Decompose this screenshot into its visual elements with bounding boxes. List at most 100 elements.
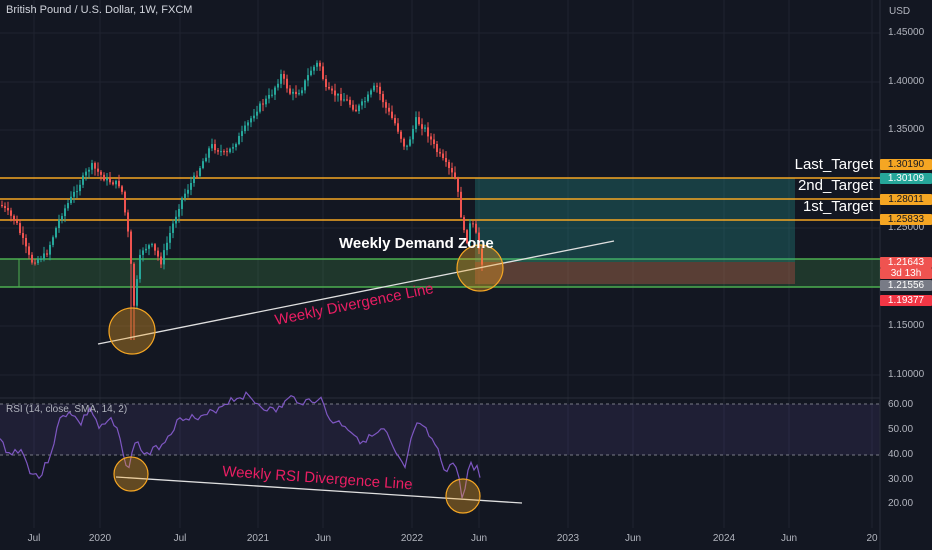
candle-body (430, 136, 432, 140)
candle-body (355, 109, 357, 112)
candle-body (97, 168, 99, 172)
rsi-divergence-line (115, 476, 523, 504)
candle-body (55, 228, 57, 238)
candle-body (286, 78, 288, 89)
candle-body (157, 250, 159, 257)
candle-body (103, 174, 105, 181)
candle-body (124, 191, 126, 213)
candle-body (244, 125, 246, 132)
candle-body (424, 127, 426, 129)
candle-body (247, 122, 249, 126)
candle-body (208, 148, 210, 158)
price-axis-label: 1.35000 (888, 124, 925, 135)
bar-countdown-tag: 3d 13h (880, 268, 932, 279)
candle-body (70, 196, 72, 204)
candle-body (475, 223, 477, 233)
candle-body (316, 62, 318, 67)
second-target-price-tag: 1.30109 (880, 173, 932, 184)
time-axis-label: 2023 (556, 533, 580, 544)
candle-body (58, 219, 60, 229)
candle-body (454, 172, 456, 178)
candle-body (283, 74, 285, 79)
time-axis-label: Jun (780, 533, 798, 544)
orange-circle-marker-icon (108, 307, 156, 355)
candle-body (217, 150, 219, 152)
candle-body (379, 86, 381, 94)
rsi-line (0, 391, 481, 499)
candle-body (181, 197, 183, 209)
candle-body (37, 259, 39, 264)
candle-body (328, 87, 330, 89)
rsi-axis-label: 60.00 (888, 399, 914, 410)
candle-body (43, 253, 45, 259)
candle-body (160, 256, 162, 265)
prev-close-price-tag: 1.21556 (880, 280, 932, 291)
candle-body (214, 144, 216, 151)
rsi-indicator-title[interactable]: RSI (14, close, SMA, 14, 2) (6, 404, 128, 415)
candle-body (169, 232, 171, 243)
candle-body (310, 70, 312, 76)
candle-body (202, 161, 204, 169)
candle-body (463, 217, 465, 231)
candle-body (25, 237, 27, 247)
candle-body (274, 87, 276, 95)
candle-body (10, 210, 12, 216)
candle-body (361, 101, 363, 106)
candle-body (412, 128, 414, 140)
candle-body (154, 244, 156, 251)
candle-body (94, 163, 96, 169)
chart-title: British Pound / U.S. Dollar, 1W, FXCM (6, 4, 193, 16)
candle-body (292, 91, 294, 94)
candle-body (238, 136, 240, 145)
loss-zone (475, 262, 795, 284)
candle-body (451, 167, 453, 173)
time-axis-label: 20 (866, 533, 878, 544)
candle-body (109, 178, 111, 183)
candle-body (346, 99, 348, 101)
candle-body (295, 91, 297, 95)
candle-body (478, 232, 480, 249)
candle-body (481, 248, 483, 265)
candle-body (334, 90, 336, 96)
candle-body (298, 93, 300, 95)
candle-body (49, 244, 51, 255)
candle-body (187, 189, 189, 194)
candle-body (358, 105, 360, 112)
candle-body (4, 206, 6, 208)
candle-body (61, 216, 63, 220)
time-axis-label: Jun (314, 533, 332, 544)
first-target-upper-price-tag: 1.28011 (880, 194, 932, 205)
candle-body (22, 233, 24, 238)
candle-body (142, 250, 144, 255)
candle-body (277, 83, 279, 88)
candle-body (385, 102, 387, 108)
candle-body (250, 118, 252, 123)
candle-body (88, 169, 90, 172)
candle-body (67, 203, 69, 209)
candle-body (127, 212, 129, 232)
candle-body (304, 80, 306, 91)
candle-body (118, 180, 120, 187)
candle-body (268, 94, 270, 99)
candle-body (34, 262, 36, 264)
candle-body (148, 245, 150, 249)
time-axis-label: 2022 (400, 533, 424, 544)
candle-body (133, 263, 135, 306)
candle-body (46, 253, 48, 255)
candle-body (265, 98, 267, 105)
current-price-tag: 1.21643 (880, 257, 932, 268)
time-axis-label: 2024 (712, 533, 736, 544)
demand-zone (0, 259, 880, 287)
candle-body (139, 254, 141, 280)
candle-body (340, 94, 342, 101)
candle-body (415, 117, 417, 129)
candle-body (469, 223, 471, 243)
first-target-price-tag: 1.25833 (880, 214, 932, 225)
candle-body (16, 220, 18, 224)
candle-body (241, 131, 243, 137)
candle-body (289, 88, 291, 94)
candle-body (337, 94, 339, 96)
candle-body (7, 207, 9, 211)
candle-body (376, 85, 378, 87)
